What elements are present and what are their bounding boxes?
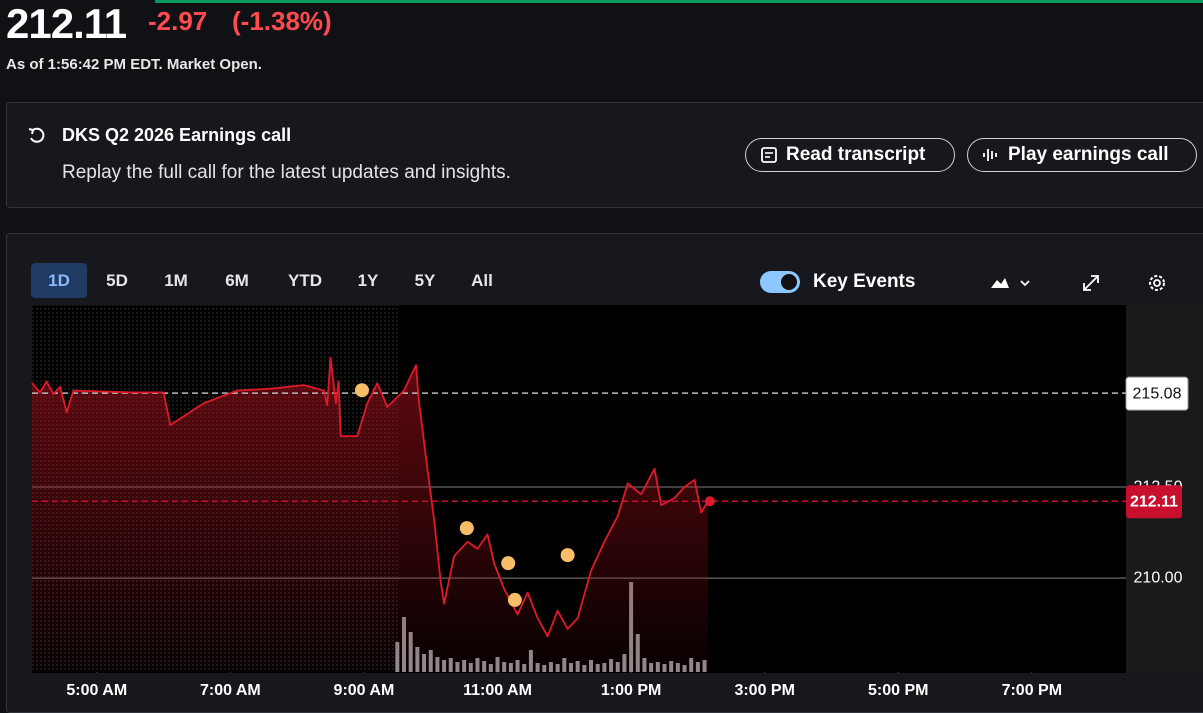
key-event-marker [507, 592, 522, 607]
audio-icon [983, 149, 997, 161]
range-button[interactable]: 1D [31, 263, 87, 298]
key-events-toggle[interactable] [759, 270, 801, 294]
transcript-icon [761, 147, 777, 163]
y-tick-label: 210.00 [1134, 569, 1183, 586]
range-button[interactable]: 1Y [357, 270, 379, 290]
x-tick-label: 1:00 PM [601, 682, 661, 699]
settings-button[interactable] [1146, 272, 1168, 294]
price-line [31, 356, 709, 638]
x-tick-label: 11:00 AM [463, 682, 532, 699]
top-accent-bar [155, 0, 1203, 3]
play-earnings-call-button[interactable]: Play earnings call [967, 138, 1197, 172]
key-events-label: Key Events [813, 271, 916, 292]
replay-icon [28, 127, 45, 143]
range-button[interactable]: 5D [106, 270, 128, 290]
earnings-title: DKS Q2 2026 Earnings call [62, 125, 292, 145]
quote-change-percent: (-1.38%) [232, 6, 332, 36]
x-tick-label: 3:00 PM [734, 682, 794, 699]
key-event-marker [560, 548, 575, 563]
earnings-subtitle: Replay the full call for the latest upda… [62, 162, 511, 183]
expand-button[interactable] [1080, 272, 1102, 294]
range-button[interactable]: 5Y [414, 270, 436, 290]
chart-type-menu[interactable] [988, 272, 1036, 294]
reference-label: 215.08 [1133, 385, 1182, 402]
reference-label-box [1126, 485, 1182, 519]
x-tick-label: 5:00 PM [868, 682, 928, 699]
reference-label-box [1125, 376, 1189, 411]
last-price-dot [704, 496, 715, 507]
quote-change: -2.97 [148, 6, 208, 36]
earnings-card [6, 102, 1203, 208]
x-tick-label: 5:00 AM [66, 682, 127, 699]
key-event-marker [459, 521, 474, 536]
x-tick-label: 7:00 AM [200, 682, 261, 699]
quote-price: 212.11 [6, 0, 127, 47]
range-button[interactable]: YTD [288, 270, 322, 290]
read-transcript-button[interactable]: Read transcript [745, 138, 955, 172]
quote-timestamp: As of 1:56:42 PM EDT. Market Open. [6, 56, 262, 73]
range-button[interactable]: 6M [225, 270, 249, 290]
reference-label: 212.11 [1130, 493, 1178, 510]
button-label: Read transcript [786, 144, 926, 165]
x-tick-label: 7:00 PM [1002, 682, 1062, 699]
key-event-marker [354, 383, 369, 398]
x-tick-label: 9:00 AM [334, 682, 395, 699]
button-label: Play earnings call [1008, 144, 1169, 165]
range-button[interactable]: 1M [164, 270, 188, 290]
range-button[interactable]: All [471, 270, 493, 290]
price-area [32, 357, 708, 672]
key-event-marker [501, 556, 516, 571]
